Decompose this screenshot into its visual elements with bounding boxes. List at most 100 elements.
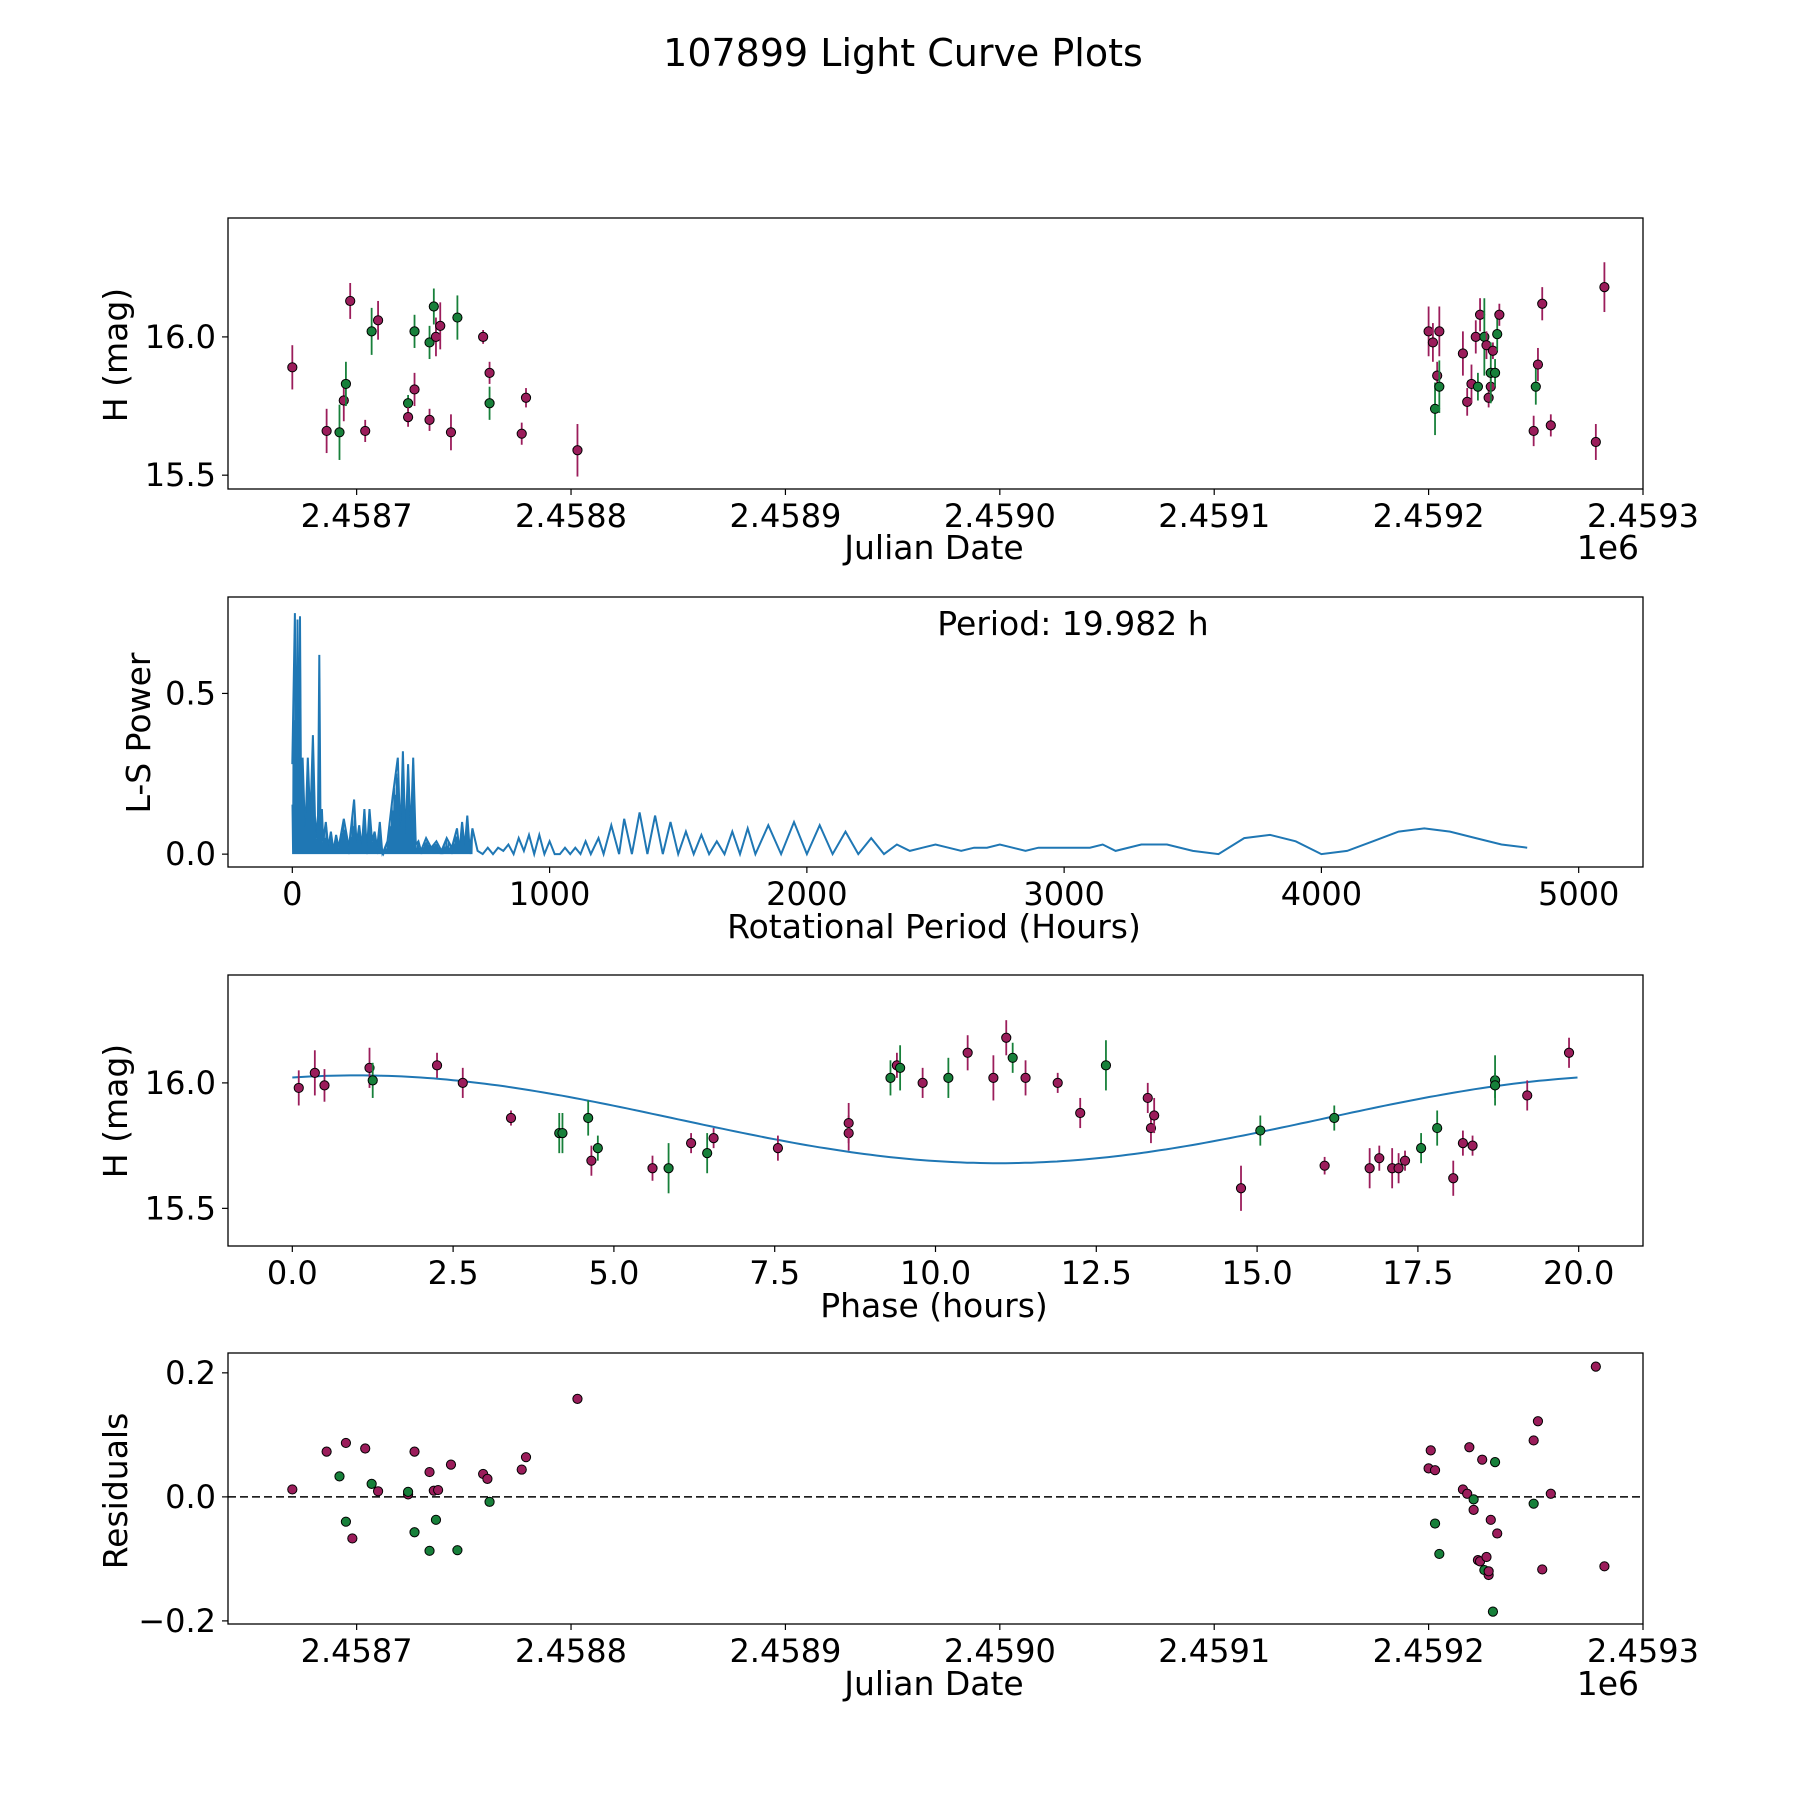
lc-data-point: [1434, 326, 1445, 337]
phase-data-point: [1448, 1173, 1459, 1184]
phase-data-point: [1319, 1160, 1330, 1171]
res-data-point: [1599, 1561, 1610, 1572]
phase-data-point: [772, 1143, 784, 1154]
phase-data-point: [1364, 1163, 1375, 1174]
lc-data-point: [435, 320, 446, 331]
phase-y-tick-label: 16.0: [145, 1064, 216, 1102]
phase-data-point: [1457, 1138, 1469, 1149]
res-x-tick-label: 2.4591: [1158, 1632, 1270, 1670]
lc-data-point: [428, 301, 439, 312]
res-data-point: [340, 1516, 352, 1527]
ls-power-dense: [291, 659, 474, 857]
res-data-point: [572, 1393, 583, 1404]
lc-data-point: [1462, 396, 1473, 407]
res-data-point: [430, 1514, 442, 1525]
res-data-point: [347, 1533, 358, 1544]
res-data-point: [409, 1446, 420, 1457]
lc-data-point: [516, 428, 527, 439]
phase-data-point: [1142, 1092, 1153, 1104]
phase-y-tick-label: 15.5: [145, 1189, 216, 1227]
res-x-tick-label: 2.4590: [944, 1632, 1056, 1670]
phase-x-tick-label: 5.0: [588, 1254, 639, 1292]
lc-data-point: [1434, 381, 1445, 392]
res-x-tick-label: 2.4592: [1373, 1632, 1485, 1670]
phase-data-point: [943, 1072, 954, 1083]
res-data-point: [1481, 1551, 1492, 1563]
phase-data-point: [962, 1047, 973, 1058]
res-data-point: [1429, 1465, 1441, 1476]
phase-data-point: [557, 1127, 568, 1139]
phase-data-point: [583, 1112, 594, 1124]
phase-data-point: [1329, 1112, 1340, 1124]
phase-x-tick-label: 12.5: [1061, 1254, 1132, 1292]
phase-data-point: [663, 1163, 674, 1174]
res-data-point: [1425, 1445, 1436, 1456]
phase-data-point: [1393, 1163, 1404, 1174]
lc-data-point: [1599, 282, 1610, 293]
res-x-tick-label: 2.4589: [729, 1632, 841, 1670]
ls-x-tick-label: 4000: [1281, 875, 1362, 913]
ls-x-tick-label: 1000: [509, 875, 590, 913]
res-data-point: [1545, 1488, 1556, 1499]
lc-data-point: [409, 326, 420, 337]
res-data-point: [445, 1459, 457, 1470]
lc-axes-frame: [227, 217, 1644, 490]
phase-data-point: [1522, 1090, 1533, 1101]
lc-data-point: [1432, 370, 1443, 381]
lc-x-tick-label: 2.4592: [1373, 497, 1485, 535]
lc-data-point: [372, 315, 384, 326]
res-data-point: [340, 1437, 352, 1449]
phase-data-point: [457, 1077, 468, 1088]
res-data-point: [1489, 1457, 1501, 1468]
lc-data-point: [1487, 345, 1499, 356]
phase-data-point: [843, 1117, 854, 1129]
res-data-point: [482, 1473, 493, 1484]
phase-data-point: [1374, 1153, 1385, 1164]
res-y-tick-label: −0.2: [138, 1602, 216, 1640]
res-data-point: [402, 1486, 414, 1498]
lc-data-point: [452, 312, 463, 323]
lc-data-point: [478, 331, 489, 343]
res-data-point: [516, 1464, 527, 1475]
residuals-panel: Julian Date 1e6 Residuals 2.4587 2.4588 2.…: [96, 1352, 1699, 1703]
res-data-point: [424, 1545, 435, 1556]
ls-data-layer: [291, 613, 1528, 858]
ls-period-annotation: Period: 19.982 h: [937, 604, 1208, 643]
lc-data-point: [1470, 331, 1481, 343]
phase-data-point: [1255, 1125, 1266, 1136]
phase-data-point: [1007, 1052, 1018, 1063]
res-data-point: [1485, 1514, 1496, 1525]
phase-data-point: [586, 1155, 597, 1166]
phase-axes-frame: [227, 974, 1644, 1247]
lc-data-point: [572, 445, 583, 456]
light-curve-panel: Julian Date 1e6 H (mag) 2.4587 2.4588 2.45…: [96, 217, 1699, 567]
lc-x-tick-label: 2.4591: [1158, 497, 1270, 535]
phase-panel: Phase (hours) H (mag) 0.0 2.5 5.0 7.5 10.0 12…: [96, 974, 1644, 1325]
ls-axes-frame: [227, 596, 1644, 868]
phase-data-point: [1075, 1107, 1086, 1119]
ls-x-tick-label: 3000: [1023, 875, 1104, 913]
phase-data-point: [647, 1163, 658, 1174]
phase-data-point: [364, 1062, 375, 1073]
res-data-point: [321, 1446, 332, 1457]
ls-ylabel: L-S Power: [119, 652, 158, 813]
res-axes-frame: [227, 1352, 1644, 1625]
lc-data-point: [338, 395, 349, 406]
ls-y-tick-label: 0.0: [165, 835, 216, 873]
phase-data-point: [367, 1075, 378, 1086]
lc-y-tick-label: 15.5: [145, 456, 216, 494]
phase-data-point: [708, 1133, 719, 1144]
lc-data-point: [360, 425, 371, 437]
lc-x-tick-label: 2.4587: [301, 497, 413, 535]
res-data-point: [366, 1478, 377, 1489]
res-data-point: [1477, 1454, 1488, 1465]
phase-data-point: [1563, 1047, 1575, 1058]
res-data-point: [1492, 1528, 1503, 1539]
res-y-tick-label: 0.0: [165, 1478, 216, 1516]
periodogram-panel: Period: 19.982 h Rotational Period (Hour…: [119, 596, 1644, 946]
ls-x-tick-label: 2000: [766, 875, 847, 913]
lc-data-point: [1429, 403, 1441, 414]
phase-data-point: [1145, 1122, 1157, 1134]
ls-power-line: [291, 613, 1528, 858]
